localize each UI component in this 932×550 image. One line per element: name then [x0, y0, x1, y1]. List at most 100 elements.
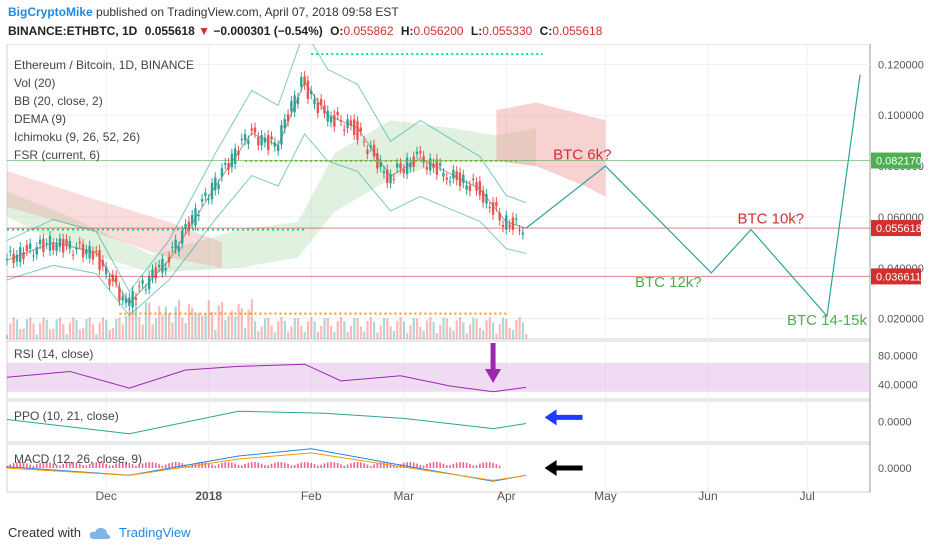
candle-body: [68, 240, 72, 249]
macd-histogram-bar: [274, 462, 276, 468]
volume-bar: [501, 317, 505, 339]
candle-body: [521, 232, 525, 235]
candle-body: [164, 267, 167, 271]
volume-bar: [508, 327, 511, 339]
candle-body: [333, 114, 336, 127]
candle-body: [283, 119, 286, 129]
macd-histogram-bar: [498, 465, 501, 468]
macd-histogram-bar: [128, 462, 131, 468]
macd-histogram-bar: [432, 462, 435, 468]
btc-annotation: BTC 12k?: [635, 274, 702, 291]
macd-histogram-bar: [188, 465, 190, 468]
macd-histogram-bar: [363, 463, 365, 468]
ppo-line: [6, 410, 527, 435]
volume-bar: [52, 328, 55, 339]
candle-body: [81, 244, 85, 258]
macd-histogram-bar: [356, 462, 359, 468]
tradingview-brand[interactable]: TradingView: [118, 525, 191, 540]
volume-bar: [465, 333, 468, 339]
volume-bar: [366, 320, 369, 339]
candle-body: [372, 144, 376, 157]
macd-histogram-bar: [442, 463, 445, 468]
macd-histogram-bar: [330, 462, 332, 468]
volume-bar: [396, 320, 399, 339]
close-label: C:: [539, 24, 553, 38]
volume-bar: [468, 324, 472, 339]
candle-body: [442, 173, 445, 177]
volume-bar: [300, 325, 303, 339]
macd-histogram-bar: [300, 462, 303, 468]
candle-body: [134, 297, 138, 301]
volume-bar: [35, 334, 38, 339]
macd-histogram-bar: [396, 465, 398, 468]
macd-histogram-bar: [472, 465, 475, 468]
macd-histogram-bar: [240, 465, 243, 468]
x-tick-label: May: [594, 489, 617, 503]
chart-canvas[interactable]: Dec 2018 Feb Mar Apr May Jun Jul 0.120000 0.10000…: [0, 44, 932, 514]
price-level-tag: [871, 152, 921, 169]
macd-histogram-bar: [125, 462, 127, 468]
macd-histogram-bar: [16, 462, 18, 468]
candle-body: [263, 137, 267, 143]
volume-bar: [495, 333, 498, 339]
author-link[interactable]: BigCryptoMike: [8, 5, 93, 19]
candle-body: [88, 245, 91, 259]
candle-body: [224, 162, 227, 165]
candle-body: [382, 171, 386, 174]
volume-bar: [277, 321, 280, 339]
volume-bar: [310, 317, 313, 339]
candle-body: [55, 243, 58, 251]
projection-path: [525, 74, 861, 318]
volume-bar: [455, 320, 458, 339]
x-tick-label: Dec: [96, 489, 117, 503]
volume-bar: [75, 319, 78, 339]
candle-body: [306, 80, 310, 99]
volume-bar: [273, 332, 277, 339]
macd-histogram-bar: [485, 462, 488, 468]
macd-histogram-bar: [267, 465, 270, 468]
x-tick-label: 2018: [195, 489, 222, 503]
candle-body: [409, 162, 412, 168]
volume-bar: [138, 316, 141, 339]
volume-bar: [115, 318, 118, 339]
volume-bar: [518, 317, 521, 339]
macd-histogram-bar: [449, 465, 451, 468]
macd-histogram-bar: [353, 462, 355, 468]
volume-bar: [58, 317, 62, 339]
volume-bar: [313, 321, 316, 339]
ppo-y-tick: 0.0000: [878, 417, 912, 429]
candle-body: [65, 239, 68, 246]
volume-bar: [39, 323, 42, 339]
candle-body: [395, 163, 399, 168]
macd-histogram-bar: [92, 462, 94, 468]
volume-bar: [478, 327, 482, 339]
volume-bar: [55, 319, 58, 339]
macd-histogram-bar: [52, 463, 55, 468]
candle-body: [313, 99, 316, 104]
ichimoku-cloud-red: [496, 102, 606, 197]
volume-bar: [78, 329, 81, 339]
macd-histogram-bar: [138, 464, 141, 468]
volume-bar: [191, 307, 194, 339]
volume-bar: [174, 306, 177, 339]
candle-body: [515, 218, 518, 220]
volume-bar: [85, 319, 88, 339]
macd-histogram-bar: [455, 462, 458, 468]
macd-histogram-bar: [369, 465, 372, 468]
candle-body: [319, 99, 323, 106]
macd-histogram-bar: [412, 462, 415, 468]
volume-bar: [68, 322, 72, 339]
macd-histogram-bar: [264, 465, 266, 468]
volume-bar: [227, 315, 230, 339]
volume-bar: [151, 324, 154, 339]
candle-body: [386, 169, 389, 184]
candle-body: [204, 192, 207, 196]
candle-body: [359, 127, 362, 132]
volume-bar: [121, 324, 124, 339]
volume-bar: [330, 326, 333, 339]
volume-bar: [177, 299, 181, 339]
volume-bar: [217, 305, 220, 339]
macd-histogram-bar: [204, 462, 207, 468]
volume-bar: [316, 331, 320, 339]
volume-bar: [458, 317, 462, 339]
